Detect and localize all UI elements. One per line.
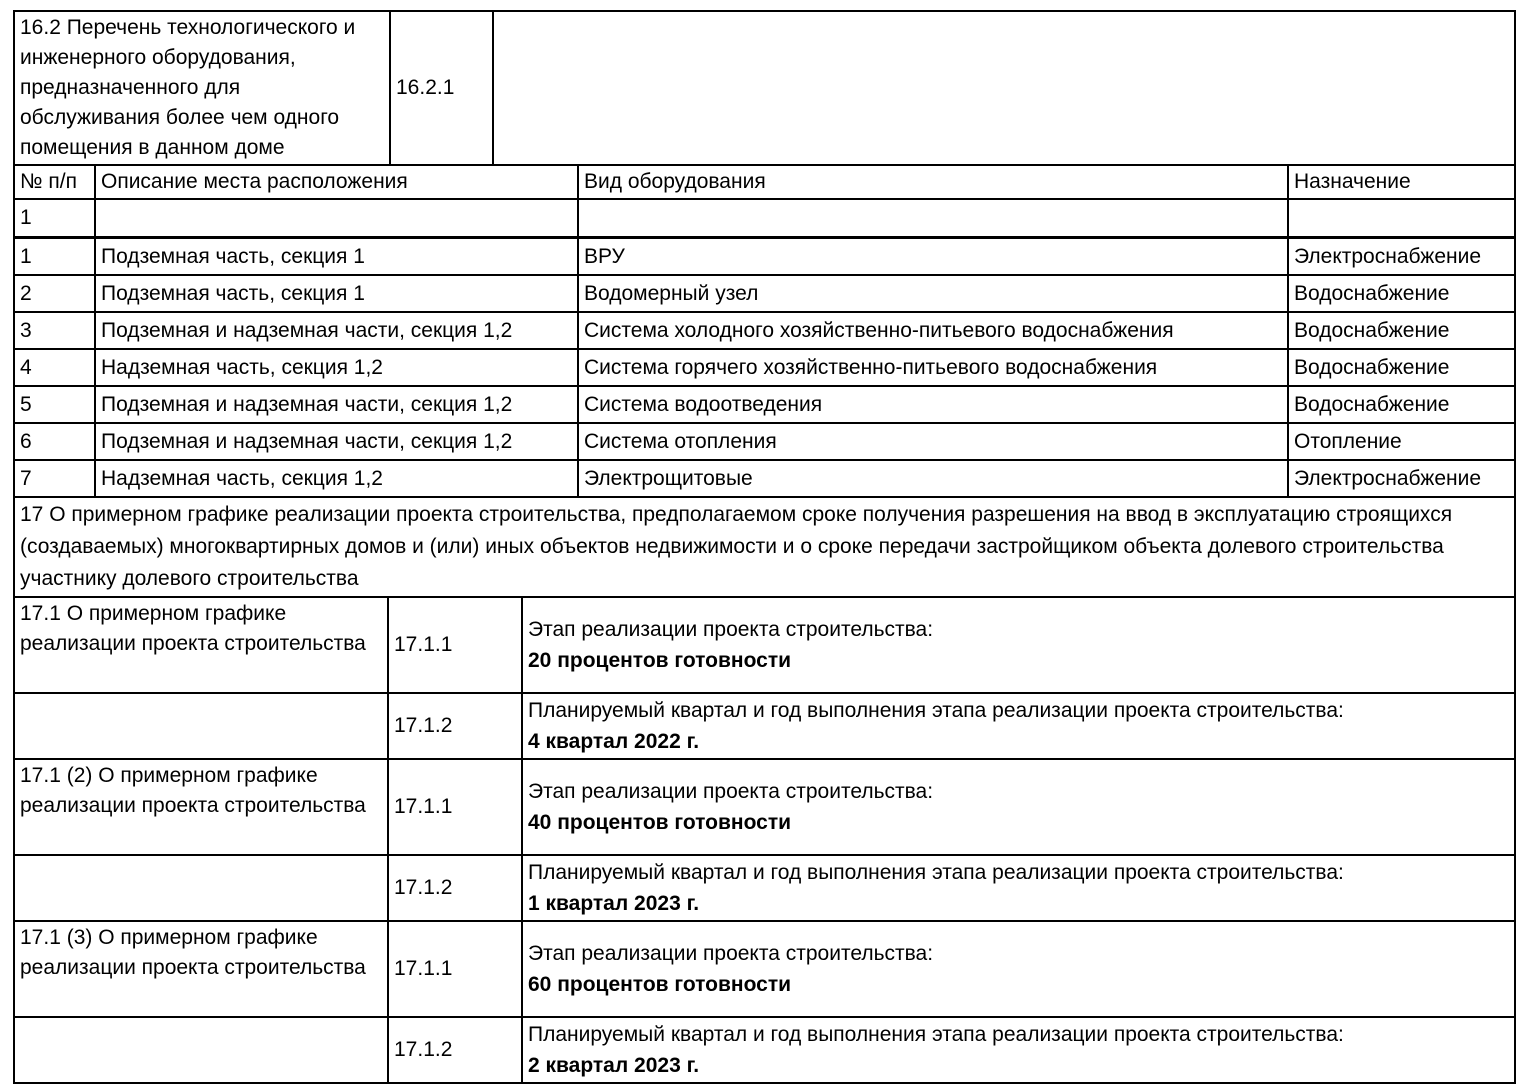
schedule-stage-cell: Этап реализации проекта строительства: 2…: [521, 596, 1516, 694]
schedule-stage-caption: Этап реализации проекта строительства:: [528, 942, 934, 965]
schedule-quarter-code: 17.1.2: [387, 854, 523, 922]
cell-purpose: Электроснабжение: [1287, 459, 1516, 498]
table-row: 1 Подземная часть, секция 1 ВРУ Электрос…: [13, 237, 1516, 276]
schedule-stage-value: 60 процентов готовности: [528, 973, 792, 996]
column-header-num: № п/п: [13, 164, 96, 200]
table-row: 5 Подземная и надземная части, секция 1,…: [13, 385, 1516, 424]
cell-purpose: Водоснабжение: [1287, 274, 1516, 313]
table-header-row: № п/п Описание места расположения Вид об…: [13, 164, 1516, 200]
group-row-empty-cell: [1287, 198, 1516, 239]
cell-location: Надземная часть, секция 1,2: [94, 459, 579, 498]
cell-num: 7: [13, 459, 96, 498]
schedule-stage-caption: Этап реализации проекта строительства:: [528, 780, 934, 803]
schedule-quarter-caption: Планируемый квартал и год выполнения эта…: [528, 1023, 1344, 1046]
table-row: 17.1 О примерном графике реализации прое…: [13, 596, 1516, 694]
table-row: 17.1 (2) О примерном графике реализации …: [13, 758, 1516, 856]
schedule-quarter-cell: Планируемый квартал и год выполнения эта…: [521, 854, 1516, 922]
cell-purpose: Водоснабжение: [1287, 348, 1516, 387]
cell-location: Подземная и надземная части, секция 1,2: [94, 385, 579, 424]
schedule-quarter-value: 1 квартал 2023 г.: [528, 892, 700, 915]
table-row: 4 Надземная часть, секция 1,2 Система го…: [13, 348, 1516, 387]
cell-num: 6: [13, 422, 96, 461]
equipment-table-body: 1 Подземная часть, секция 1 ВРУ Электрос…: [13, 237, 1516, 498]
schedule-block-17-1: 17.1 О примерном графике реализации прое…: [13, 596, 1516, 760]
cell-location: Подземная и надземная части, секция 1,2: [94, 422, 579, 461]
section-16-2-value-cell: [492, 10, 1516, 166]
cell-type: Водомерный узел: [577, 274, 1289, 313]
schedule-block-label-empty: [13, 692, 389, 760]
schedule-stage-code: 17.1.1: [387, 758, 523, 856]
table-row: 16.2 Перечень технологического и инженер…: [13, 10, 1516, 166]
section-16-2-label: 16.2 Перечень технологического и инженер…: [13, 10, 391, 166]
schedule-quarter-caption: Планируемый квартал и год выполнения эта…: [528, 699, 1344, 722]
schedule-block-17-1-3: 17.1 (3) О примерном графике реализации …: [13, 920, 1516, 1084]
schedule-block-label-empty: [13, 854, 389, 922]
group-row-empty-cell: [577, 198, 1289, 239]
table-row: 17.1.2 Планируемый квартал и год выполне…: [13, 854, 1516, 922]
cell-num: 2: [13, 274, 96, 313]
column-header-type: Вид оборудования: [577, 164, 1289, 200]
cell-num: 5: [13, 385, 96, 424]
table-group-row: 1: [13, 198, 1516, 239]
schedule-quarter-value: 2 квартал 2023 г.: [528, 1054, 700, 1077]
cell-location: Подземная часть, секция 1: [94, 274, 579, 313]
cell-num: 3: [13, 311, 96, 350]
schedule-stage-cell: Этап реализации проекта строительства: 4…: [521, 758, 1516, 856]
schedule-quarter-value: 4 квартал 2022 г.: [528, 730, 700, 753]
cell-purpose: Электроснабжение: [1287, 237, 1516, 276]
section-17-heading: 17 О примерном графике реализации проект…: [13, 496, 1516, 598]
schedule-quarter-code: 17.1.2: [387, 1016, 523, 1084]
cell-location: Подземная и надземная части, секция 1,2: [94, 311, 579, 350]
table-row: 17.1 (3) О примерном графике реализации …: [13, 920, 1516, 1018]
cell-location: Подземная часть, секция 1: [94, 237, 579, 276]
schedule-stage-cell: Этап реализации проекта строительства: 6…: [521, 920, 1516, 1018]
table-row: 2 Подземная часть, секция 1 Водомерный у…: [13, 274, 1516, 313]
table-row: 17.1.2 Планируемый квартал и год выполне…: [13, 1016, 1516, 1084]
cell-type: Система горячего хозяйственно-питьевого …: [577, 348, 1289, 387]
schedule-block-label: 17.1 О примерном графике реализации прое…: [13, 596, 389, 694]
table-row: 17 О примерном графике реализации проект…: [13, 496, 1516, 598]
table-row: 6 Подземная и надземная части, секция 1,…: [13, 422, 1516, 461]
table-row: 7 Надземная часть, секция 1,2 Электрощит…: [13, 459, 1516, 498]
section-16-2-code: 16.2.1: [389, 10, 494, 166]
cell-type: Система холодного хозяйственно-питьевого…: [577, 311, 1289, 350]
cell-type: Система отопления: [577, 422, 1289, 461]
cell-num: 4: [13, 348, 96, 387]
section-17-table: 17 О примерном графике реализации проект…: [13, 496, 1516, 598]
table-row: 17.1.2 Планируемый квартал и год выполне…: [13, 692, 1516, 760]
schedule-quarter-cell: Планируемый квартал и год выполнения эта…: [521, 692, 1516, 760]
schedule-stage-code: 17.1.1: [387, 920, 523, 1018]
cell-num: 1: [13, 237, 96, 276]
cell-type: ВРУ: [577, 237, 1289, 276]
schedule-block-label: 17.1 (3) О примерном графике реализации …: [13, 920, 389, 1018]
cell-type: Электрощитовые: [577, 459, 1289, 498]
schedule-quarter-cell: Планируемый квартал и год выполнения эта…: [521, 1016, 1516, 1084]
schedule-block-label: 17.1 (2) О примерном графике реализации …: [13, 758, 389, 856]
column-header-location: Описание места расположения: [94, 164, 579, 200]
schedule-stage-caption: Этап реализации проекта строительства:: [528, 618, 934, 641]
cell-purpose: Водоснабжение: [1287, 385, 1516, 424]
schedule-stage-code: 17.1.1: [387, 596, 523, 694]
cell-purpose: Водоснабжение: [1287, 311, 1516, 350]
schedule-quarter-caption: Планируемый квартал и год выполнения эта…: [528, 861, 1344, 884]
schedule-stage-value: 20 процентов готовности: [528, 649, 792, 672]
cell-purpose: Отопление: [1287, 422, 1516, 461]
schedule-stage-value: 40 процентов готовности: [528, 811, 792, 834]
cell-type: Система водоотведения: [577, 385, 1289, 424]
group-row-num: 1: [13, 198, 96, 239]
cell-location: Надземная часть, секция 1,2: [94, 348, 579, 387]
table-row: 3 Подземная и надземная части, секция 1,…: [13, 311, 1516, 350]
equipment-table-header: № п/п Описание места расположения Вид об…: [13, 164, 1516, 239]
column-header-purpose: Назначение: [1287, 164, 1516, 200]
schedule-quarter-code: 17.1.2: [387, 692, 523, 760]
section-16-2-table: 16.2 Перечень технологического и инженер…: [13, 10, 1516, 166]
schedule-block-label-empty: [13, 1016, 389, 1084]
group-row-empty-cell: [94, 198, 579, 239]
schedule-block-17-1-2: 17.1 (2) О примерном графике реализации …: [13, 758, 1516, 922]
